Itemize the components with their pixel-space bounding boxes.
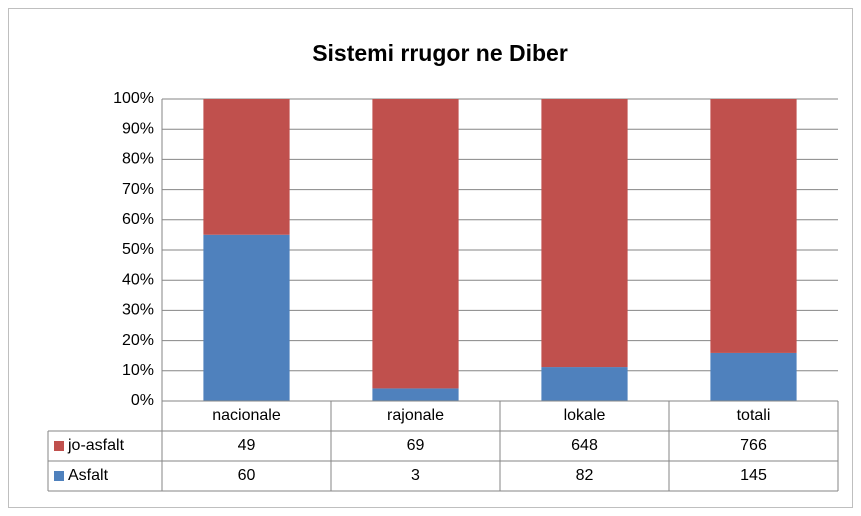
y-tick-label: 60% bbox=[122, 211, 154, 228]
y-tick-label: 90% bbox=[122, 120, 154, 137]
table-value: 766 bbox=[740, 437, 767, 454]
x-tick-label: lokale bbox=[564, 407, 606, 424]
table-value: 648 bbox=[571, 437, 598, 454]
table-value: 49 bbox=[238, 437, 256, 454]
y-tick-label: 40% bbox=[122, 271, 154, 288]
bar-segment bbox=[372, 99, 459, 389]
table-value: 145 bbox=[740, 467, 767, 484]
bar-segment bbox=[710, 99, 797, 353]
y-tick-label: 0% bbox=[131, 392, 154, 409]
table-value: 69 bbox=[407, 437, 425, 454]
bar-segment bbox=[541, 99, 628, 368]
table-value: 60 bbox=[238, 467, 256, 484]
x-tick-label: nacionale bbox=[212, 407, 281, 424]
bar-segment bbox=[203, 234, 290, 401]
legend-swatch bbox=[54, 441, 64, 451]
y-tick-label: 20% bbox=[122, 332, 154, 349]
legend-swatch bbox=[54, 471, 64, 481]
bar-segment bbox=[203, 99, 290, 235]
table-value: 3 bbox=[411, 467, 420, 484]
bar-segment bbox=[541, 367, 628, 401]
x-tick-label: rajonale bbox=[387, 407, 444, 424]
y-tick-label: 50% bbox=[122, 241, 154, 258]
legend-label: Asfalt bbox=[68, 467, 109, 484]
y-tick-label: 70% bbox=[122, 181, 154, 198]
y-tick-label: 10% bbox=[122, 362, 154, 379]
table-value: 82 bbox=[576, 467, 594, 484]
y-tick-label: 100% bbox=[113, 90, 154, 107]
y-tick-label: 30% bbox=[122, 302, 154, 319]
y-tick-label: 80% bbox=[122, 151, 154, 168]
x-tick-label: totali bbox=[737, 407, 771, 424]
legend-label: jo-asfalt bbox=[67, 437, 125, 454]
bar-segment bbox=[710, 352, 797, 401]
bar-segment bbox=[372, 388, 459, 401]
chart-title: Sistemi rrugor ne Diber bbox=[312, 40, 568, 66]
